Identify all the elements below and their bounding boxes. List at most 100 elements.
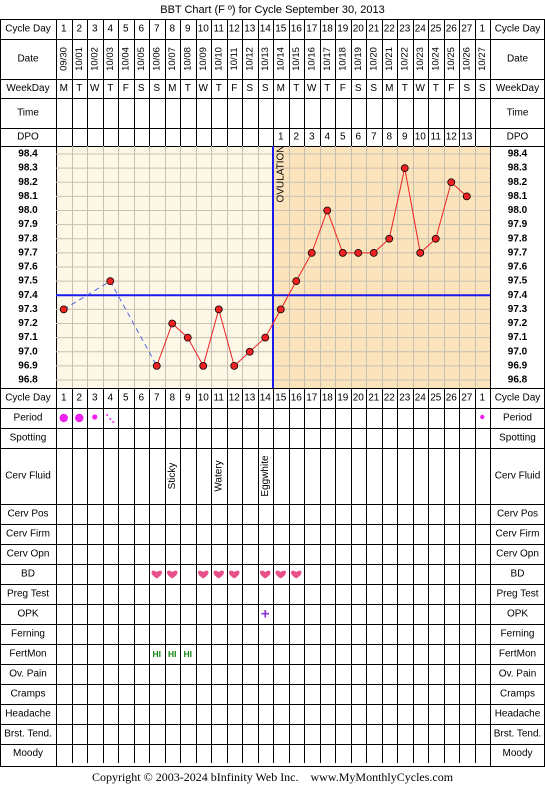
y-tick-label: 97.5 [508, 276, 528, 287]
dpo-number: 8 [386, 132, 392, 143]
row-label-dpo: DPO [17, 132, 39, 143]
spotting-dot [109, 418, 112, 420]
row-label-cramps: Cramps [10, 689, 45, 700]
temperature-point [354, 248, 363, 257]
date-label: 10/08 [182, 47, 193, 71]
y-tick-label: 96.8 [18, 375, 38, 386]
y-tick-label: 97.3 [18, 304, 38, 315]
row-label-moody: Moody [13, 748, 43, 759]
temperature-point [230, 361, 239, 370]
cycle-day-number: 3 [92, 393, 98, 404]
row-label-period: Period [503, 413, 532, 424]
cycle-day-number: 16 [291, 24, 303, 35]
cycle-day-number: 26 [446, 393, 458, 404]
cycle-day-number: 17 [306, 24, 318, 35]
cycle-day-number: 22 [384, 24, 396, 35]
date-label: 10/15 [291, 47, 302, 71]
cycle-day-number: 5 [123, 393, 129, 404]
cycle-day-number: 1 [479, 24, 485, 35]
y-tick-label: 98.2 [508, 177, 528, 188]
cycle-day-number: 8 [169, 24, 175, 35]
cycle-day-number: 1 [479, 393, 485, 404]
row-label-opk: OPK [17, 609, 38, 620]
y-tick-label: 97.7 [18, 247, 38, 258]
y-tick-label: 98.0 [18, 205, 38, 216]
cycle-day-number: 7 [154, 24, 160, 35]
date-label: 10/02 [89, 47, 100, 71]
period-dot [92, 414, 98, 420]
row-label-cramps: Cramps [500, 689, 535, 700]
temperature-point [261, 333, 270, 342]
row-label-time: Time [507, 108, 529, 119]
date-label: 10/10 [213, 47, 224, 71]
row-label-weekday: WeekDay [6, 83, 49, 94]
row-label-fertmon: FertMon [499, 649, 536, 660]
cycle-day-number: 3 [92, 24, 98, 35]
chart-title: BBT Chart (F º) for Cycle September 30, … [160, 4, 385, 16]
ovulation-label: OVULATION [276, 145, 287, 202]
temperature-point [447, 178, 456, 187]
cycle-day-number: 11 [214, 24, 225, 35]
y-tick-label: 97.6 [18, 262, 38, 273]
date-label: 10/25 [446, 47, 457, 71]
temperature-point [292, 277, 301, 286]
y-tick-label: 96.9 [508, 360, 528, 371]
bd-heart-icon [151, 570, 163, 579]
cycle-day-number: 27 [461, 393, 473, 404]
cycle-day-number: 27 [461, 24, 473, 35]
cycle-day-number: 17 [306, 393, 318, 404]
cycle-day-number: 14 [260, 393, 272, 404]
date-label: 10/06 [151, 47, 162, 71]
date-label: 10/12 [244, 47, 255, 71]
temperature-point [152, 361, 161, 370]
cycle-day-number: 6 [138, 393, 144, 404]
cycle-day-number: 8 [169, 393, 175, 404]
bd-heart-icon [275, 570, 287, 579]
cycle-day-number: 5 [123, 24, 129, 35]
y-tick-label: 98.1 [508, 191, 528, 202]
row-label-cycle-day: Cycle Day [5, 24, 51, 35]
row-label-spotting: Spotting [499, 433, 536, 444]
y-tick-label: 97.1 [508, 332, 528, 343]
row-label-ferning: Ferning [501, 629, 535, 640]
cycle-day-number: 13 [244, 393, 256, 404]
row-label-dpo: DPO [507, 132, 529, 143]
y-tick-label: 97.9 [508, 219, 528, 230]
cycle-day-number: 20 [353, 24, 365, 35]
row-label-cerv-fluid: Cerv Fluid [495, 471, 541, 482]
weekday-label: W [416, 83, 426, 94]
bd-heart-icon [213, 570, 225, 579]
y-tick-label: 97.4 [508, 290, 528, 301]
period-dot [75, 413, 84, 423]
weekday-label: W [307, 83, 317, 94]
bd-heart-icon [228, 570, 240, 579]
cycle-day-number: 23 [399, 393, 411, 404]
dpo-number: 1 [278, 132, 284, 143]
row-label-cerv-firm: Cerv Firm [496, 529, 540, 540]
y-tick-label: 98.0 [508, 205, 528, 216]
fertmon-reading: HI [153, 649, 162, 659]
cycle-day-number: 10 [198, 24, 210, 35]
y-tick-label: 98.4 [508, 149, 528, 160]
date-label: 10/09 [198, 47, 209, 71]
opk-positive-mark: + [261, 606, 270, 623]
y-tick-label: 97.8 [18, 233, 38, 244]
bd-heart-icon [259, 570, 271, 579]
weekday-label: F [123, 83, 129, 94]
row-label-ov-pain: Ov. Pain [499, 669, 537, 680]
weekday-label: S [463, 83, 470, 94]
date-label: 10/04 [120, 47, 131, 71]
y-tick-label: 97.1 [18, 332, 38, 343]
y-tick-label: 98.2 [18, 177, 38, 188]
row-label-headache: Headache [495, 709, 541, 720]
cycle-day-number: 10 [198, 393, 210, 404]
dpo-number: 11 [431, 132, 442, 143]
temperature-point [276, 305, 285, 314]
weekday-label: T [293, 83, 299, 94]
cycle-day-number: 25 [430, 393, 442, 404]
date-label: 10/07 [167, 47, 178, 71]
row-label-opk: OPK [507, 609, 528, 620]
date-label: 09/30 [58, 47, 69, 71]
date-label: 10/18 [337, 47, 348, 71]
cycle-day-number: 13 [244, 24, 256, 35]
